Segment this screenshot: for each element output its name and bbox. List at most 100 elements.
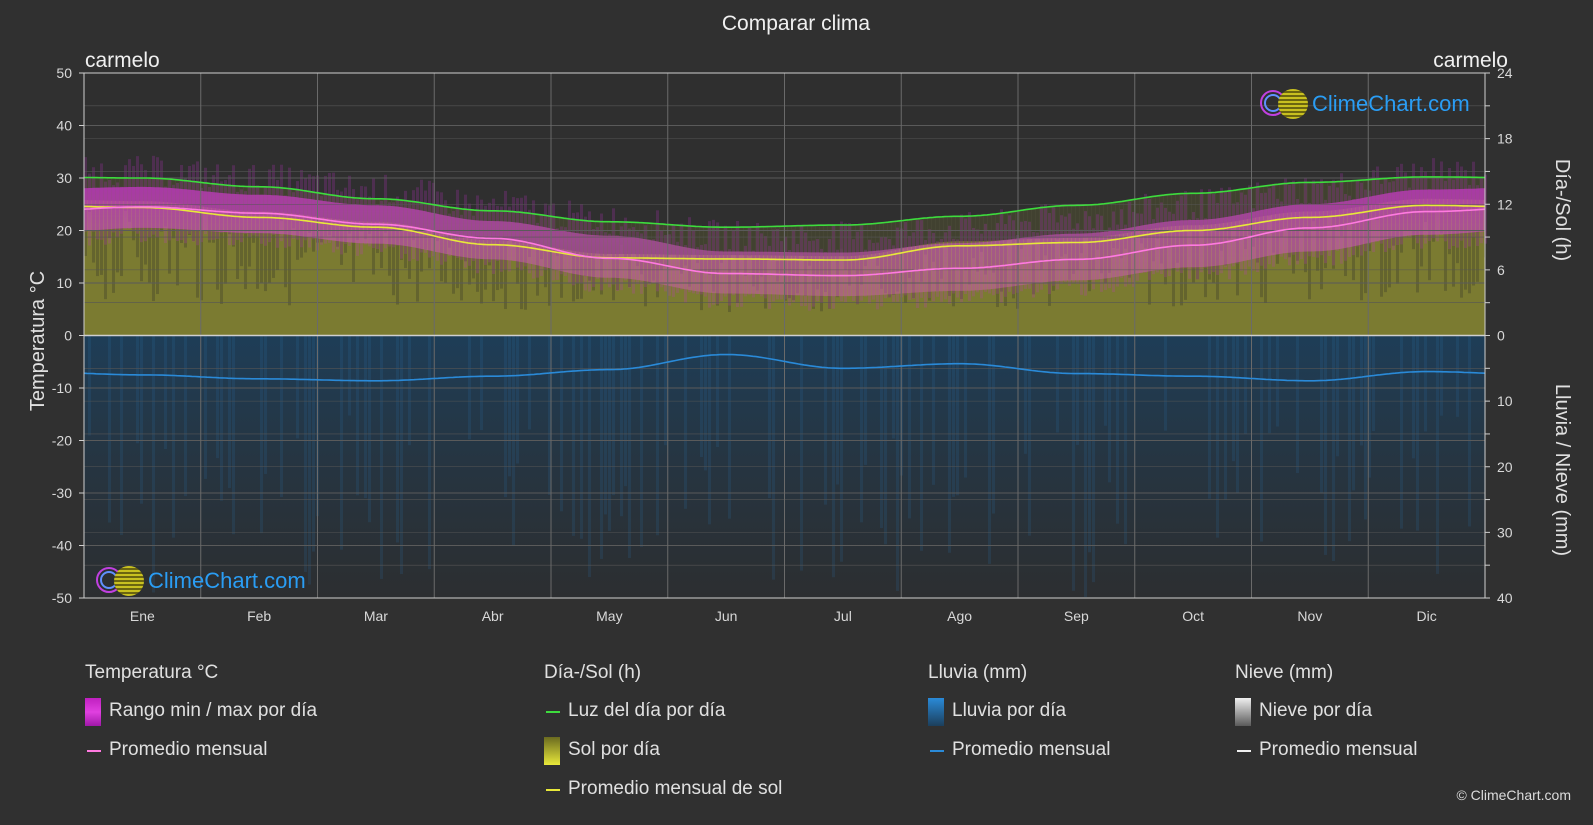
temp-day-bar bbox=[1152, 219, 1155, 275]
rain-day-bar bbox=[220, 335, 223, 501]
temp-day-bar bbox=[984, 223, 987, 292]
temp-day-bar bbox=[340, 191, 343, 255]
rain-day-bar bbox=[136, 335, 139, 444]
temp-day-bar bbox=[180, 164, 183, 241]
rain-day-bar bbox=[612, 335, 615, 496]
sun-swatch bbox=[544, 737, 560, 765]
temp-day-bar bbox=[1344, 194, 1347, 261]
temp-day-bar bbox=[1068, 213, 1071, 286]
rain-day-bar bbox=[608, 335, 611, 531]
temp-day-bar bbox=[304, 178, 307, 241]
sun-day-bar bbox=[872, 223, 875, 256]
rain-day-bar bbox=[716, 335, 719, 448]
y-right-bottom-tick-label: 30 bbox=[1497, 524, 1513, 540]
temp-day-bar bbox=[1252, 208, 1255, 271]
temp-day-bar bbox=[1072, 228, 1075, 283]
temp-day-bar bbox=[1052, 207, 1055, 286]
rain-day-bar bbox=[1208, 335, 1211, 499]
temp-day-bar bbox=[196, 161, 199, 246]
rain-avg-swatch bbox=[930, 750, 944, 752]
temp-day-bar bbox=[96, 187, 99, 240]
rain-day-bar bbox=[956, 335, 959, 496]
temp-day-bar bbox=[128, 159, 131, 229]
temp-day-bar bbox=[472, 215, 475, 262]
rain-day-bar bbox=[548, 335, 551, 496]
rain-day-bar bbox=[1412, 335, 1415, 459]
sun-day-bar bbox=[112, 177, 115, 293]
rain-day-bar bbox=[308, 335, 311, 585]
temp-day-bar bbox=[1064, 216, 1067, 283]
y-right-bottom-tick-label: 40 bbox=[1497, 590, 1513, 606]
temp-day-bar bbox=[544, 203, 547, 270]
rain-day-bar bbox=[356, 335, 359, 496]
x-tick-label: Oct bbox=[1182, 608, 1204, 624]
temp-day-bar bbox=[668, 234, 671, 296]
rain-day-bar bbox=[588, 335, 591, 578]
temp-day-bar bbox=[1160, 202, 1163, 275]
temp-day-bar bbox=[960, 214, 963, 302]
sun-day-bar bbox=[1268, 185, 1271, 217]
rain-day-bar bbox=[1372, 335, 1375, 432]
rain-day-bar bbox=[896, 335, 899, 591]
sun-day-bar bbox=[1200, 193, 1203, 227]
temp-day-bar bbox=[892, 245, 895, 302]
rain-day-bar bbox=[260, 335, 263, 534]
temp-day-bar bbox=[928, 229, 931, 298]
temp-day-bar bbox=[884, 236, 887, 299]
temp-day-bar bbox=[568, 200, 571, 283]
temp-day-bar bbox=[164, 186, 167, 244]
temp-day-bar bbox=[952, 238, 955, 294]
temp-day-bar bbox=[1244, 194, 1247, 275]
temp-day-bar bbox=[260, 194, 263, 244]
temp-day-bar bbox=[1416, 178, 1419, 244]
sun-day-bar bbox=[1228, 191, 1231, 240]
temp-day-bar bbox=[976, 229, 979, 293]
sun-day-bar bbox=[1036, 208, 1039, 236]
temp-day-bar bbox=[336, 189, 339, 250]
sun-day-bar bbox=[220, 184, 223, 304]
rain-day-bar bbox=[1108, 335, 1111, 483]
rain-day-bar bbox=[184, 335, 187, 497]
temp-day-bar bbox=[356, 199, 359, 256]
temp-day-bar bbox=[828, 238, 831, 309]
temp-day-bar bbox=[332, 172, 335, 253]
rain-day-bar bbox=[1400, 335, 1403, 529]
temp-day-bar bbox=[784, 236, 787, 300]
legend-label: Luz del día por día bbox=[568, 700, 726, 721]
temp-day-bar bbox=[1440, 161, 1443, 235]
temp-day-bar bbox=[1380, 183, 1383, 244]
temp-day-bar bbox=[832, 225, 835, 309]
rain-swatch bbox=[928, 698, 944, 726]
legend-snow: Nieve (mm) Nieve por día Promedio mensua… bbox=[1235, 660, 1417, 776]
rain-day-bar bbox=[1088, 335, 1091, 553]
temp-day-bar bbox=[1472, 161, 1475, 238]
sun-day-bar bbox=[672, 224, 675, 255]
y-left-tick-label: -40 bbox=[52, 538, 72, 554]
chart-title: Comparar clima bbox=[722, 12, 871, 35]
temp-day-bar bbox=[1136, 213, 1139, 281]
temp-day-bar bbox=[172, 184, 175, 229]
sun-day-bar bbox=[1460, 177, 1463, 298]
temp-day-bar bbox=[844, 223, 847, 303]
rain-day-bar bbox=[864, 335, 867, 465]
temp-day-bar bbox=[348, 175, 351, 246]
temp-day-bar bbox=[428, 180, 431, 258]
temp-day-bar bbox=[1028, 221, 1031, 289]
sun-day-bar bbox=[1056, 206, 1059, 240]
temp-day-bar bbox=[816, 239, 819, 302]
temp-day-bar bbox=[576, 212, 579, 284]
location-left: carmelo bbox=[85, 49, 160, 72]
rain-day-bar bbox=[1320, 335, 1323, 494]
rain-day-bar bbox=[480, 335, 483, 431]
temp-day-bar bbox=[692, 230, 695, 294]
legend-label: Sol por día bbox=[568, 739, 660, 760]
sun-day-bar bbox=[852, 224, 855, 270]
legend-label: Promedio mensual bbox=[109, 739, 268, 760]
grid bbox=[84, 73, 1485, 598]
rain-day-bar bbox=[1232, 335, 1235, 462]
rain-day-bar bbox=[340, 335, 343, 550]
temp-day-bar bbox=[780, 241, 783, 300]
temp-day-bar bbox=[1360, 182, 1363, 256]
temp-day-bar bbox=[116, 182, 119, 237]
temp-day-bar bbox=[1140, 213, 1143, 274]
